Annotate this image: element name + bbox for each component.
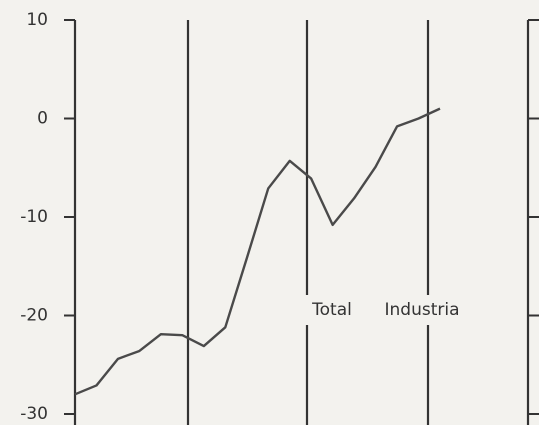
y-tick-label: -10 — [20, 207, 48, 227]
y-tick-label: -20 — [20, 306, 48, 326]
annotation: Industria — [384, 300, 459, 320]
annotation: Total — [311, 300, 352, 320]
y-tick-label: -30 — [20, 404, 48, 424]
line — [74, 107, 441, 396]
y-tick-label: 0 — [37, 109, 48, 129]
y-tick-label: 10 — [26, 10, 48, 30]
